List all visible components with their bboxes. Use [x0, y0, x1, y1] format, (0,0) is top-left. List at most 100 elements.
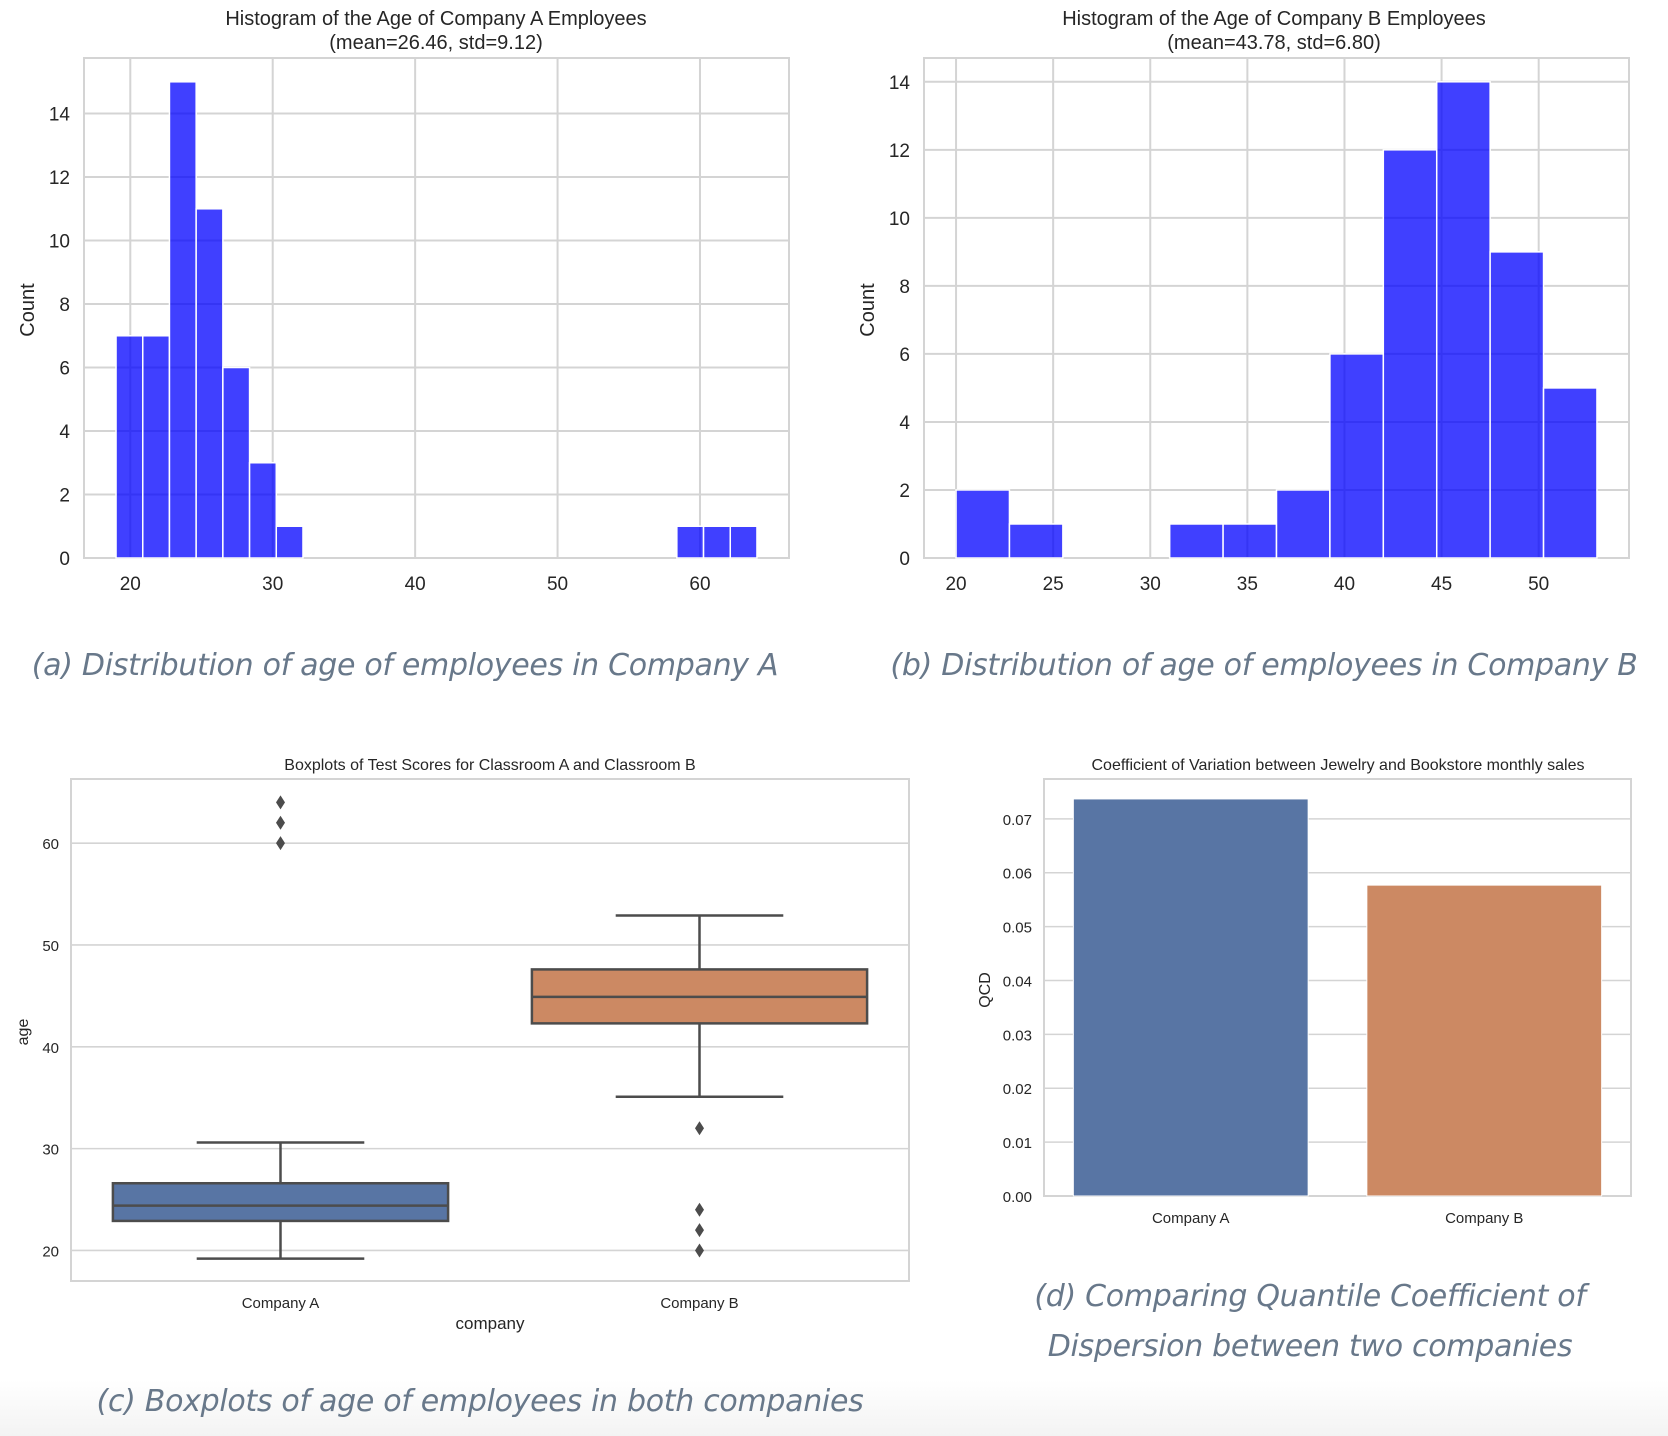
histogram-bar: [1489, 251, 1545, 559]
y-axis-label: QCD: [977, 972, 994, 1008]
outlier-marker: [276, 815, 285, 830]
y-tick-label: 0.04: [1003, 973, 1032, 990]
y-axis-label: age: [15, 1019, 32, 1046]
histogram-bar: [1222, 523, 1278, 559]
outlier-marker: [695, 1202, 704, 1217]
histogram-bar: [1329, 353, 1385, 559]
plot-area: 20 30 40 50 60 Company A Company B: [42, 778, 910, 1312]
x-tick-label: 50: [547, 574, 568, 595]
histogram-bar: [115, 335, 144, 559]
y-tick-label: 20: [42, 1243, 59, 1260]
y-tick-label: 2: [59, 486, 70, 507]
qcd-bar-chart: Coefficient of Variation between Jewelry…: [977, 757, 1632, 1227]
iqr-box: [111, 1181, 450, 1223]
histogram-bar: [702, 525, 732, 559]
x-tick-label: Company A: [242, 1295, 320, 1312]
y-tick-label: 30: [42, 1142, 59, 1159]
y-tick-label: 0.02: [1003, 1081, 1032, 1098]
x-tick-label: 30: [262, 574, 283, 595]
plot-area: 0 2 4 6 8 10 12 14 20 25 30 35 40 45 50: [889, 57, 1630, 595]
x-tick-label: 20: [120, 574, 141, 595]
histogram-bar: [1275, 489, 1331, 559]
x-tick-label: 40: [1334, 574, 1355, 595]
caption-b: (b) Distribution of age of employees in …: [890, 648, 1638, 683]
y-tick-label: 50: [42, 938, 59, 955]
y-tick-label: 0.00: [1003, 1189, 1032, 1206]
chart-subtitle: (mean=43.78, std=6.80): [1167, 32, 1380, 54]
x-tick-label: 45: [1431, 574, 1452, 595]
x-tick-label: Company B: [1445, 1210, 1523, 1227]
histogram-bar: [168, 81, 197, 559]
plot-area: 0.00 0.01 0.02 0.03 0.04 0.05 0.06 0.07 Company …: [1003, 778, 1632, 1227]
x-tick-label: 40: [405, 574, 426, 595]
y-tick-label: 8: [59, 295, 70, 316]
histogram-bar: [729, 525, 758, 559]
chart-title: Histogram of the Age of Company A Employ…: [225, 8, 646, 30]
y-tick-label: 6: [899, 345, 910, 366]
outlier-marker: [276, 836, 285, 851]
outlier-marker: [276, 795, 285, 810]
x-tick-label: Company B: [660, 1295, 738, 1312]
x-tick-label: Company A: [1152, 1210, 1230, 1227]
bar-company-b: [1366, 884, 1603, 1197]
y-axis-label: Count: [17, 283, 39, 337]
boxplot-chart: Boxplots of Test Scores for Classroom A …: [15, 757, 910, 1333]
histogram-bar: [1168, 523, 1224, 559]
y-tick-label: 4: [899, 413, 910, 434]
x-tick-label: 30: [1140, 574, 1161, 595]
y-tick-label: 12: [49, 168, 70, 189]
chart-subtitle: (mean=26.46, std=9.12): [329, 32, 542, 54]
y-tick-label: 4: [59, 422, 70, 443]
y-tick-label: 14: [889, 73, 911, 94]
y-tick-label: 0.06: [1003, 866, 1032, 883]
histogram-bar: [1008, 523, 1064, 559]
outlier-marker: [695, 1121, 704, 1136]
histogram-company-a: Histogram of the Age of Company A Employ…: [17, 8, 790, 595]
chart-title: Histogram of the Age of Company B Employ…: [1062, 8, 1486, 30]
y-tick-label: 0: [899, 549, 910, 570]
y-tick-label: 10: [49, 232, 70, 253]
bar-company-a: [1072, 798, 1309, 1197]
x-tick-label: 60: [689, 574, 710, 595]
outlier-marker: [695, 1243, 704, 1258]
histogram-bar: [195, 208, 224, 559]
histogram-bar: [1435, 81, 1491, 559]
histogram-bar: [676, 525, 705, 559]
y-tick-label: 0.07: [1003, 812, 1032, 829]
histogram-bar: [222, 366, 251, 559]
x-tick-label: 35: [1237, 574, 1258, 595]
histogram-bar: [1382, 149, 1438, 559]
histogram-company-b: Histogram of the Age of Company B Employ…: [857, 8, 1630, 595]
histogram-bar: [248, 462, 278, 559]
caption-a: (a) Distribution of age of employees in …: [31, 648, 779, 683]
x-tick-label: 20: [945, 574, 966, 595]
plot-area: 0 2 4 6 8 10 12 14 20 30 40 50 60: [49, 57, 790, 595]
y-tick-label: 14: [49, 105, 71, 126]
outlier-marker: [695, 1223, 704, 1238]
x-axis-label: company: [456, 1314, 525, 1333]
y-tick-label: 10: [889, 209, 910, 230]
y-tick-label: 12: [889, 141, 910, 162]
y-tick-label: 0: [59, 549, 70, 570]
y-tick-label: 0.03: [1003, 1027, 1032, 1044]
histogram-bar: [142, 335, 171, 559]
y-tick-label: 8: [899, 277, 910, 298]
y-tick-label: 60: [42, 836, 59, 853]
y-tick-label: 0.05: [1003, 920, 1032, 937]
y-tick-label: 6: [59, 359, 70, 380]
chart-title: Boxplots of Test Scores for Classroom A …: [284, 757, 695, 774]
chart-title: Coefficient of Variation between Jewelry…: [1091, 757, 1584, 774]
box-company-a: [111, 795, 450, 1260]
x-tick-label: 50: [1528, 574, 1549, 595]
y-tick-label: 2: [899, 481, 910, 502]
histogram-bar: [1542, 387, 1598, 559]
histogram-bar: [275, 525, 304, 559]
box-company-b: [530, 914, 869, 1258]
x-tick-label: 25: [1043, 574, 1064, 595]
caption-d: (d) Comparing Quantile Coefficient of Di…: [1034, 1279, 1586, 1364]
histogram-bar: [955, 489, 1011, 559]
y-axis-label: Count: [857, 283, 879, 337]
y-tick-label: 0.01: [1003, 1135, 1032, 1152]
y-tick-label: 40: [42, 1040, 59, 1057]
caption-c: (c) Boxplots of age of employees in both…: [96, 1384, 864, 1419]
